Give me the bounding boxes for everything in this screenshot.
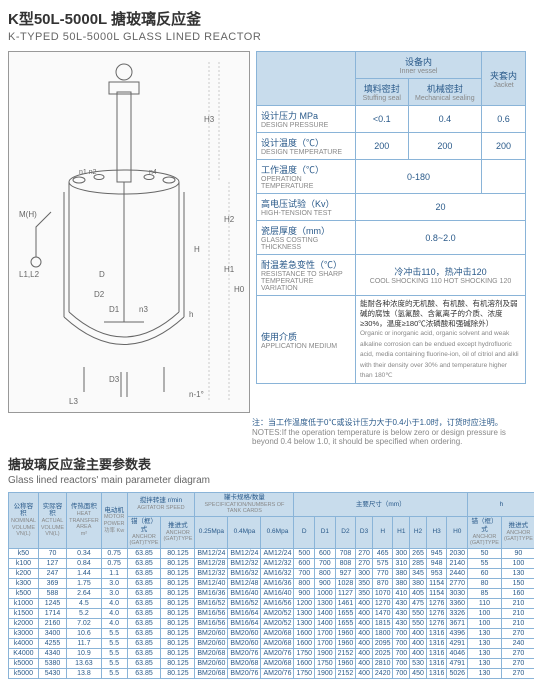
param-table: 公称容积NOMINAL VOLUMEVN(L)实际容积ACTUAL VOLUME… bbox=[8, 492, 534, 679]
svg-text:n3: n3 bbox=[139, 305, 148, 314]
svg-text:n1 n2: n1 n2 bbox=[79, 169, 97, 176]
svg-text:D1: D1 bbox=[109, 305, 120, 314]
svg-text:H2: H2 bbox=[224, 215, 235, 224]
reactor-diagram: M(H) L1,L2 D D2 D1 n3 H n1 n2 n4 n-1° L3… bbox=[8, 51, 250, 413]
title-cn: K型50L-5000L 搪玻璃反应釜 bbox=[8, 8, 526, 29]
section-title-cn: 搪玻璃反应釜主要参数表 bbox=[8, 454, 526, 473]
section-title-en: Glass lined reactors' main parameter dia… bbox=[8, 475, 526, 486]
svg-text:h: h bbox=[189, 310, 193, 319]
svg-text:H3: H3 bbox=[204, 115, 215, 124]
svg-text:n-1°: n-1° bbox=[189, 390, 204, 399]
svg-text:L1,L2: L1,L2 bbox=[19, 270, 40, 279]
svg-text:H: H bbox=[194, 245, 200, 254]
spec-table: 设备内Inner vessel 夹套内Jacket 填料密封Stuffing s… bbox=[256, 51, 526, 384]
svg-text:D: D bbox=[99, 270, 105, 279]
svg-text:H0: H0 bbox=[234, 285, 245, 294]
svg-text:L3: L3 bbox=[69, 397, 78, 406]
svg-text:H1: H1 bbox=[224, 265, 235, 274]
svg-text:n4: n4 bbox=[149, 169, 157, 176]
svg-text:D2: D2 bbox=[94, 290, 105, 299]
title-en: K-TYPED 50L-5000L GLASS LINED REACTOR bbox=[8, 31, 526, 43]
svg-text:D3: D3 bbox=[109, 375, 120, 384]
note: 注：当工作温度低于0℃或设计压力大于0.4小于1.0时，订货时应注明。 NOTE… bbox=[252, 417, 526, 446]
svg-text:M(H): M(H) bbox=[19, 210, 37, 219]
